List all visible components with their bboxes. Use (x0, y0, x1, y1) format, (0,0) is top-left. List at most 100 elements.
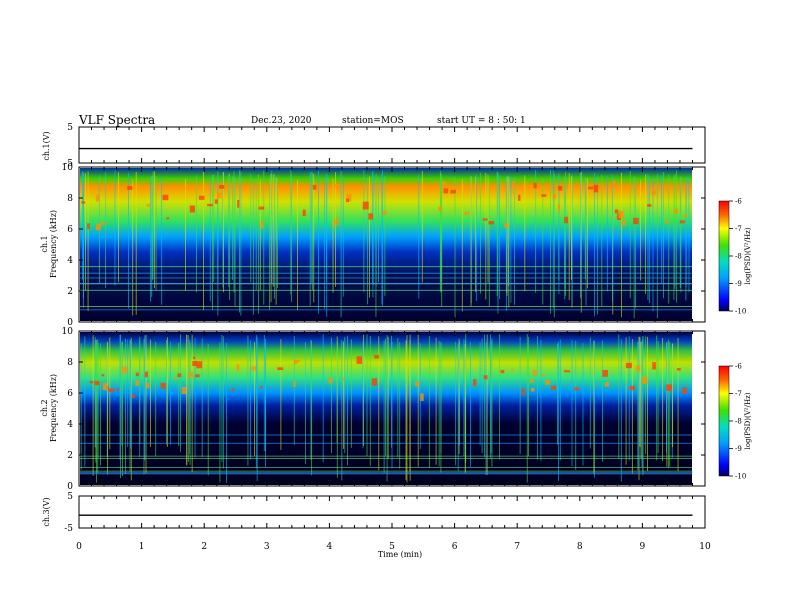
high-power-patch (189, 371, 194, 378)
high-power-patch (551, 385, 557, 390)
high-power-patch (629, 385, 635, 391)
high-power-patch (102, 383, 108, 391)
ch2-spectrogram-ylabel: Frequency (kHz) (49, 374, 58, 442)
high-power-patch (196, 361, 203, 369)
colorbar-tick-label: -6 (735, 198, 742, 206)
high-power-patch (533, 182, 537, 189)
y-tick-label: -5 (64, 524, 73, 534)
high-power-patch (647, 204, 652, 207)
high-power-patch (532, 369, 537, 377)
y-tick-label: 2 (67, 287, 73, 297)
y-tick-label: 6 (67, 225, 73, 235)
ch1-spectrogram-ylabel-top: ch.1 (40, 235, 49, 252)
high-power-patch (198, 195, 205, 200)
high-power-patch (450, 189, 456, 194)
high-power-patch (145, 382, 150, 389)
high-power-patch (189, 205, 195, 213)
no-data-region (692, 169, 704, 320)
high-power-patch (116, 387, 119, 391)
y-tick-label: 5 (67, 123, 73, 133)
high-power-patch (146, 203, 151, 207)
high-power-patch (618, 210, 624, 219)
x-tick-label: 2 (201, 542, 207, 552)
high-power-patch (521, 388, 525, 396)
high-power-patch (312, 184, 317, 190)
ch1-spectrogram-features (80, 169, 704, 320)
high-power-patch (251, 366, 257, 371)
high-power-patch (173, 376, 177, 380)
high-power-patch (483, 375, 488, 380)
high-power-patch (356, 356, 362, 364)
high-power-patch (144, 371, 148, 378)
high-power-patch (371, 378, 378, 386)
high-power-patch (564, 370, 570, 373)
high-power-patch (135, 372, 139, 377)
ch2-colorbar-title: log(PSD)(V²/Hz) (744, 392, 752, 449)
ch2-spectrogram-ylabel-top: ch.2 (40, 399, 49, 416)
high-power-patch (100, 221, 104, 225)
y-tick-label: 10 (62, 327, 74, 337)
y-tick-label: 4 (67, 256, 73, 266)
y-tick-label: 0 (67, 482, 73, 492)
station-label: station=MOS (342, 116, 404, 126)
high-power-patch (336, 217, 340, 226)
x-tick-label: 6 (452, 542, 458, 552)
high-power-patch (557, 204, 560, 212)
high-power-patch (293, 381, 296, 387)
high-power-patch (511, 181, 515, 187)
high-power-patch (504, 222, 509, 228)
high-power-patch (131, 394, 136, 398)
high-power-patch (95, 223, 101, 231)
high-power-patch (160, 382, 166, 389)
high-power-patch (682, 387, 688, 394)
high-power-patch (193, 356, 196, 359)
high-power-patch (192, 361, 197, 366)
high-power-patch (621, 220, 627, 226)
high-power-patch (382, 212, 385, 216)
high-power-patch (368, 213, 373, 220)
high-power-patch (541, 194, 547, 197)
y-tick-label: 4 (67, 420, 73, 430)
x-tick-label: 7 (514, 542, 520, 552)
colorbar-tick-label: -7 (735, 225, 742, 233)
high-power-patch (651, 189, 657, 195)
ch2-colorbar (718, 365, 730, 477)
high-power-patch (101, 374, 105, 377)
high-power-patch (635, 365, 641, 372)
high-power-patch (362, 201, 369, 210)
colorbar-ticks: -6 -7 -8 -9 -10 -6 -7 -8 -9 -10 (729, 198, 746, 481)
y-tick-label: 0 (67, 318, 73, 328)
high-power-patch (530, 387, 535, 392)
y-tick-label: 8 (67, 194, 73, 204)
ch3-voltage-ylabel: ch.3(V) (42, 497, 51, 526)
x-tick-label: 4 (327, 542, 333, 552)
high-power-patch (612, 180, 616, 187)
high-power-patch (207, 203, 213, 207)
high-power-patch (415, 381, 420, 387)
high-power-patch (328, 377, 333, 384)
ch1-spectrogram-image (80, 168, 692, 321)
high-power-patch (602, 370, 608, 377)
high-power-patch (231, 388, 235, 392)
high-power-patch (346, 193, 352, 202)
high-power-patch (625, 362, 632, 369)
y-tick-label: 5 (67, 492, 73, 502)
x-tick-label: 1 (139, 542, 145, 552)
ch1-spectrogram-ylabel: Frequency (kHz) (49, 210, 58, 278)
high-power-patch (108, 388, 115, 393)
high-power-patch (442, 181, 446, 186)
x-tick-label: 0 (76, 542, 82, 552)
y-tick-label: -5 (64, 159, 73, 169)
figure-title: VLF Spectra (78, 113, 155, 127)
high-power-patch (665, 219, 669, 224)
y-tick-label: 8 (67, 358, 73, 368)
high-power-patch (277, 367, 284, 371)
high-power-patch (260, 386, 263, 389)
high-power-patch (604, 382, 610, 387)
colorbar-tick-label: -8 (735, 418, 742, 426)
colorbar-tick-label: -10 (735, 308, 746, 316)
high-power-patch (473, 379, 477, 387)
colorbar-tick-label: -9 (735, 445, 742, 453)
x-tick-label: 5 (389, 542, 395, 552)
